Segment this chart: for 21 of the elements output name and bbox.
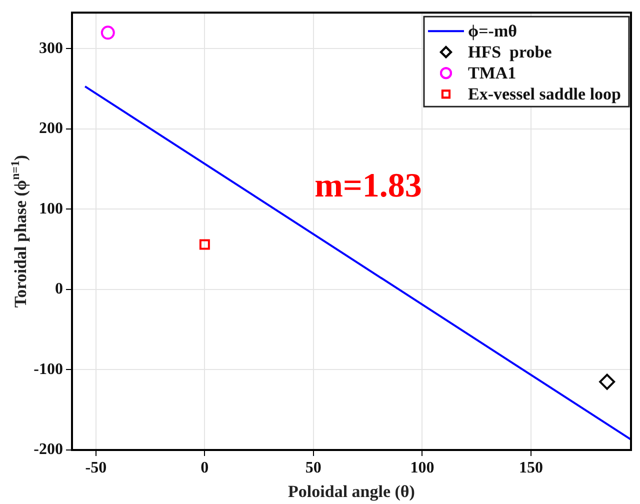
y-tick-label: 100 <box>39 200 63 218</box>
x-tick-label: 100 <box>410 460 434 477</box>
x-tick-label: -50 <box>85 460 107 477</box>
point <box>100 26 115 40</box>
y-tick-label: 300 <box>39 40 63 57</box>
point <box>199 239 210 250</box>
annotation: m=1.83 <box>314 167 422 204</box>
legend-label: HFS probe <box>468 42 552 62</box>
point <box>599 374 616 390</box>
x-tick-label: 0 <box>200 460 209 477</box>
legend-label: TMA1 <box>468 63 516 82</box>
y-tick-label: 200 <box>39 120 63 138</box>
y-tick-label: 0 <box>55 280 63 298</box>
x-tick-label: 50 <box>305 460 322 477</box>
x-axis-title: Poloidal angle (θ) <box>288 482 415 501</box>
legend-label: ϕ=-mθ <box>468 21 518 40</box>
y-tick-label: -100 <box>34 360 63 378</box>
x-tick-label: 150 <box>518 460 543 477</box>
y-tick-label: -200 <box>34 441 63 458</box>
y-axis-title: Toroidal phase (ϕn=1) <box>8 154 30 308</box>
legend-label: Ex-vessel saddle loop <box>468 84 622 104</box>
